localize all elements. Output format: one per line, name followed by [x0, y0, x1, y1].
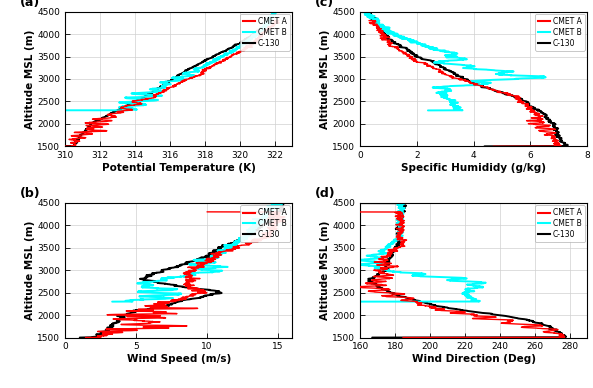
Y-axis label: Altitude MSL (m): Altitude MSL (m) [320, 220, 330, 320]
Text: (a): (a) [20, 0, 40, 9]
Y-axis label: Altitude MSL (m): Altitude MSL (m) [320, 29, 330, 129]
Legend: CMET A, CMET B, C-130: CMET A, CMET B, C-130 [240, 205, 290, 242]
X-axis label: Wind Speed (m/s): Wind Speed (m/s) [126, 354, 231, 364]
Legend: CMET A, CMET B, C-130: CMET A, CMET B, C-130 [240, 14, 290, 51]
Text: (b): (b) [20, 187, 40, 200]
X-axis label: Wind Direction (Deg): Wind Direction (Deg) [412, 354, 535, 364]
X-axis label: Specific Humididy (g/kg): Specific Humididy (g/kg) [401, 163, 546, 173]
Text: (d): (d) [315, 187, 336, 200]
Legend: CMET A, CMET B, C-130: CMET A, CMET B, C-130 [535, 14, 585, 51]
Legend: CMET A, CMET B, C-130: CMET A, CMET B, C-130 [535, 205, 585, 242]
Y-axis label: Altitude MSL (m): Altitude MSL (m) [24, 29, 34, 129]
Y-axis label: Altitude MSL (m): Altitude MSL (m) [24, 220, 34, 320]
X-axis label: Potential Temperature (K): Potential Temperature (K) [102, 163, 256, 173]
Text: (c): (c) [315, 0, 334, 9]
